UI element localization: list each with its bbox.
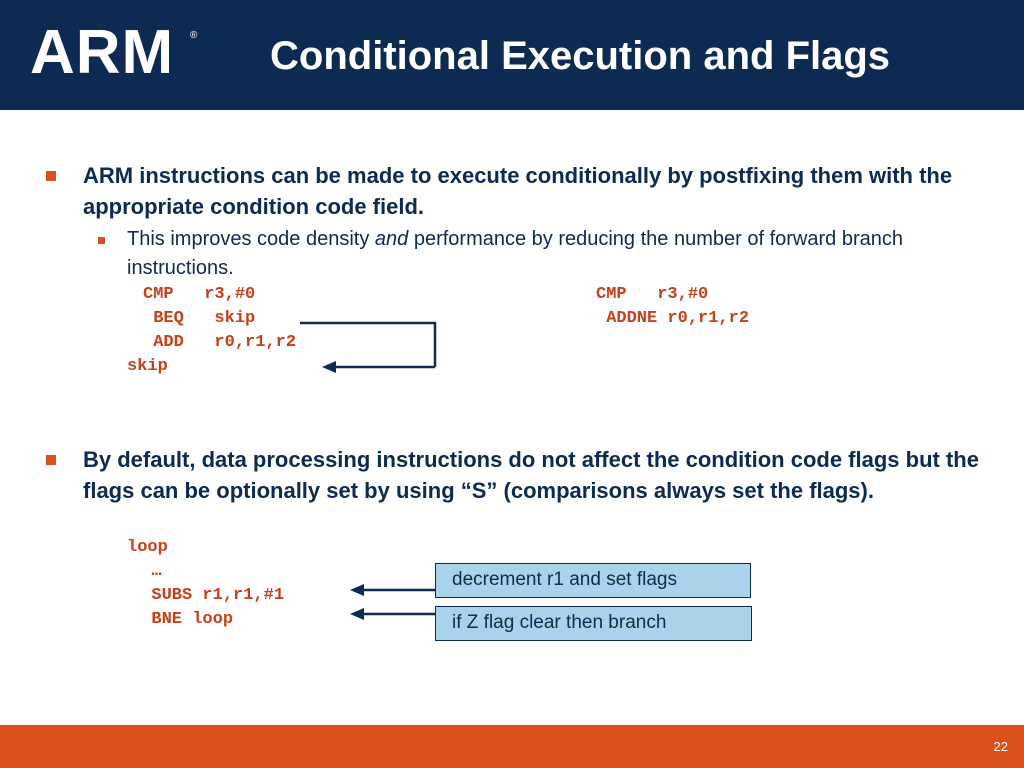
code-line: ADD r0,r1,r2	[143, 333, 297, 352]
bullet-marker	[46, 171, 56, 181]
slide-title: Conditional Execution and Flags	[270, 34, 891, 78]
registered-mark: ®	[190, 30, 198, 41]
code-line: CMP r3,#0	[143, 285, 256, 304]
code-line: …	[131, 562, 162, 581]
code-line: CMP r3,#0	[596, 285, 709, 304]
code-line: BEQ skip	[143, 309, 256, 328]
bullet-1-text: ARM instructions can be made to execute …	[83, 163, 953, 219]
code-line: BNE loop	[131, 610, 234, 629]
sub-bullet-text: This improves code density and performan…	[127, 225, 947, 283]
bullet-2-text: By default, data processing instructions…	[83, 447, 979, 503]
sub-bullet-text-a: This improves code density	[127, 228, 375, 250]
bullet-marker	[46, 455, 56, 465]
sub-bullet-emphasis: and	[374, 228, 409, 250]
code-label: skip	[127, 357, 168, 376]
sub-bullet-text-b: performance by reducing the number of fo…	[127, 228, 903, 279]
header-bar	[0, 0, 1024, 110]
callout-decrement: decrement r1 and set flags	[435, 563, 751, 598]
arm-logo: ARM	[30, 18, 175, 87]
branch-callout-arrow	[350, 608, 435, 620]
sub-bullet-marker	[98, 237, 105, 244]
code-label: loop	[127, 538, 168, 557]
callout-branch: if Z flag clear then branch	[435, 606, 752, 641]
footer-bar	[0, 725, 1024, 768]
code-line: ADDNE r0,r1,r2	[596, 309, 750, 328]
decrement-arrow	[350, 584, 435, 596]
code-line: SUBS r1,r1,#1	[131, 586, 285, 605]
branch-arrow	[300, 321, 437, 373]
page-number: 22	[993, 739, 1008, 754]
